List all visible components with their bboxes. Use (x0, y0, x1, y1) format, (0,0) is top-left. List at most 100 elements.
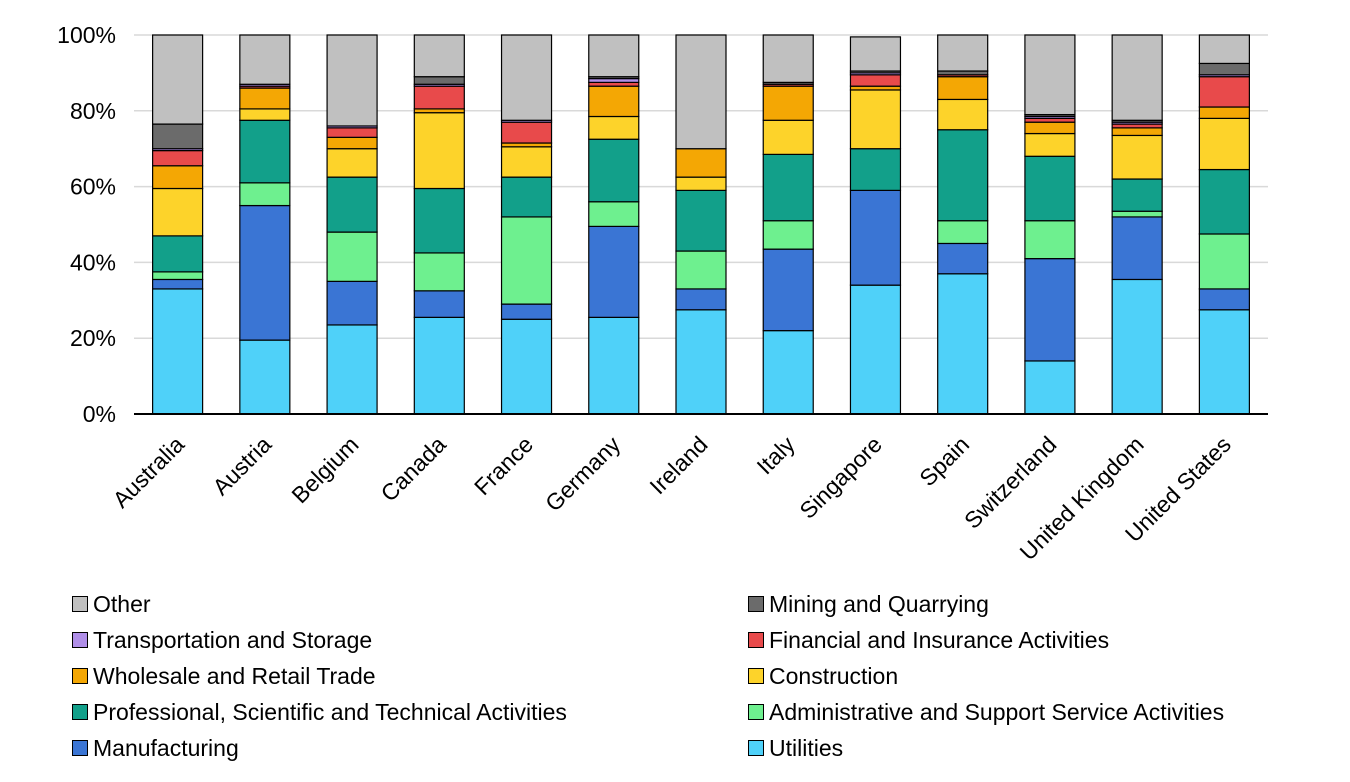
bar-segment (1111, 216, 1163, 281)
bar-segment (152, 288, 204, 415)
bar-segment (1198, 76, 1250, 108)
bar-segment (588, 225, 640, 318)
bar-segment (413, 252, 465, 292)
legend-swatch (748, 596, 764, 612)
bar-segment (937, 98, 989, 131)
bar-segment (500, 318, 553, 415)
bar-segment (1024, 258, 1076, 362)
bar-segment (937, 273, 989, 415)
x-tick-label: Canada (375, 431, 451, 507)
bar-segment (326, 136, 378, 150)
bar-segment (239, 108, 291, 121)
y-tick-label: 20% (70, 325, 116, 351)
bar-segment (1198, 34, 1250, 65)
bar-segment (1198, 168, 1250, 235)
bar-segment (675, 309, 727, 415)
bar-segment (1024, 155, 1076, 222)
legend-swatch (748, 704, 764, 720)
bar-segment (675, 176, 727, 191)
bar-segment (1198, 117, 1250, 171)
bar-segment (675, 189, 727, 252)
bar-segment (762, 153, 814, 222)
bar-segment (937, 242, 989, 275)
bar-segment (152, 34, 204, 125)
legend-label: Transportation and Storage (93, 626, 373, 653)
bar-segment (326, 324, 378, 415)
legend-swatch (748, 740, 764, 756)
bar-segment (1024, 132, 1076, 157)
legend-item: Professional, Scientific and Technical A… (72, 694, 748, 730)
bar-segment (239, 339, 291, 415)
bar-segment (500, 176, 553, 218)
legend-swatch (72, 704, 88, 720)
x-tick-label: Austria (207, 431, 276, 500)
legend-swatch (72, 596, 88, 612)
bar-segment (1198, 309, 1250, 415)
legend-item: Manufacturing (72, 730, 748, 766)
bar-segment (413, 76, 465, 85)
bar-segment (937, 129, 989, 222)
bar-segment (239, 87, 291, 110)
legend-label: Administrative and Support Service Activ… (769, 698, 1225, 725)
bar-segment (1024, 34, 1076, 116)
x-tick-label: Spain (914, 431, 974, 491)
x-tick-label: Ireland (644, 431, 712, 499)
x-tick-label: Singapore (794, 431, 887, 524)
legend-label: Wholesale and Retail Trade (93, 662, 376, 689)
bar-segment (675, 148, 727, 178)
legend-item: Wholesale and Retail Trade (72, 658, 748, 694)
y-tick-label: 60% (70, 174, 116, 200)
bar-segment (675, 288, 727, 311)
bar-segment (413, 290, 465, 318)
bar-segment (326, 280, 378, 326)
legend-swatch (72, 740, 88, 756)
bar-segment (1024, 121, 1076, 135)
bar-segment (762, 119, 814, 155)
bar-segment (152, 123, 204, 150)
bar-segment (239, 182, 291, 207)
bar-segment (675, 250, 727, 290)
y-tick-label: 40% (70, 249, 116, 275)
legend-item: Transportation and Storage (72, 622, 748, 658)
legend-label: Financial and Insurance Activities (769, 626, 1110, 653)
bar-segment (152, 235, 204, 273)
bar-segment (762, 220, 814, 250)
legend-label: Mining and Quarrying (769, 590, 989, 617)
bar-segment (239, 204, 291, 341)
chart-legend: Other Mining and Quarrying Transportation … (72, 586, 1332, 766)
bar-segment (937, 220, 989, 245)
x-tick-label: Belgium (286, 431, 363, 508)
bar-segment (762, 34, 814, 83)
legend-swatch (748, 632, 764, 648)
bar-segment (1024, 220, 1076, 260)
bar-segment (152, 149, 204, 167)
bar-segment (500, 303, 553, 320)
bar-segment (1198, 62, 1250, 76)
bar-segment (762, 330, 814, 415)
bar-segment (762, 85, 814, 121)
legend-item: Construction (748, 658, 1308, 694)
bar-segment (239, 34, 291, 85)
chart-plot-area: 0% 20% 40% 60% 80% 100% Australia Austria Belgiu… (57, 22, 1268, 565)
bar-segment (588, 138, 640, 203)
bar-segment (849, 36, 902, 72)
bar-segment (1024, 360, 1076, 415)
bar-segment (500, 146, 553, 178)
bar-segment (1198, 233, 1250, 290)
bar-segment (152, 165, 204, 190)
bar-segment (239, 119, 291, 184)
bar-segment (849, 89, 902, 150)
x-tick-label: France (469, 431, 538, 500)
x-tick-label: Italy (752, 431, 801, 480)
bar-segment (326, 34, 378, 127)
bar-segment (500, 216, 553, 305)
legend-item: Mining and Quarrying (748, 586, 1308, 622)
bar-segment (588, 34, 640, 78)
bar-segment (588, 85, 640, 118)
legend-item: Administrative and Support Service Activ… (748, 694, 1308, 730)
bar-segment (326, 148, 378, 178)
legend-label: Manufacturing (93, 734, 239, 761)
legend-item: Utilities (748, 730, 1308, 766)
bar-segment (849, 284, 902, 415)
